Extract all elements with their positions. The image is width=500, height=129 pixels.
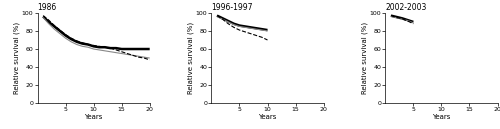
X-axis label: Years: Years bbox=[432, 114, 450, 120]
X-axis label: Years: Years bbox=[84, 114, 103, 120]
Y-axis label: Relative survival (%): Relative survival (%) bbox=[362, 22, 368, 94]
Text: 1996-1997: 1996-1997 bbox=[212, 3, 253, 12]
Y-axis label: Relative survival (%): Relative survival (%) bbox=[188, 22, 194, 94]
Y-axis label: Relative survival (%): Relative survival (%) bbox=[14, 22, 20, 94]
Text: 2002-2003: 2002-2003 bbox=[386, 3, 426, 12]
Text: 1986: 1986 bbox=[38, 3, 57, 12]
X-axis label: Years: Years bbox=[258, 114, 276, 120]
